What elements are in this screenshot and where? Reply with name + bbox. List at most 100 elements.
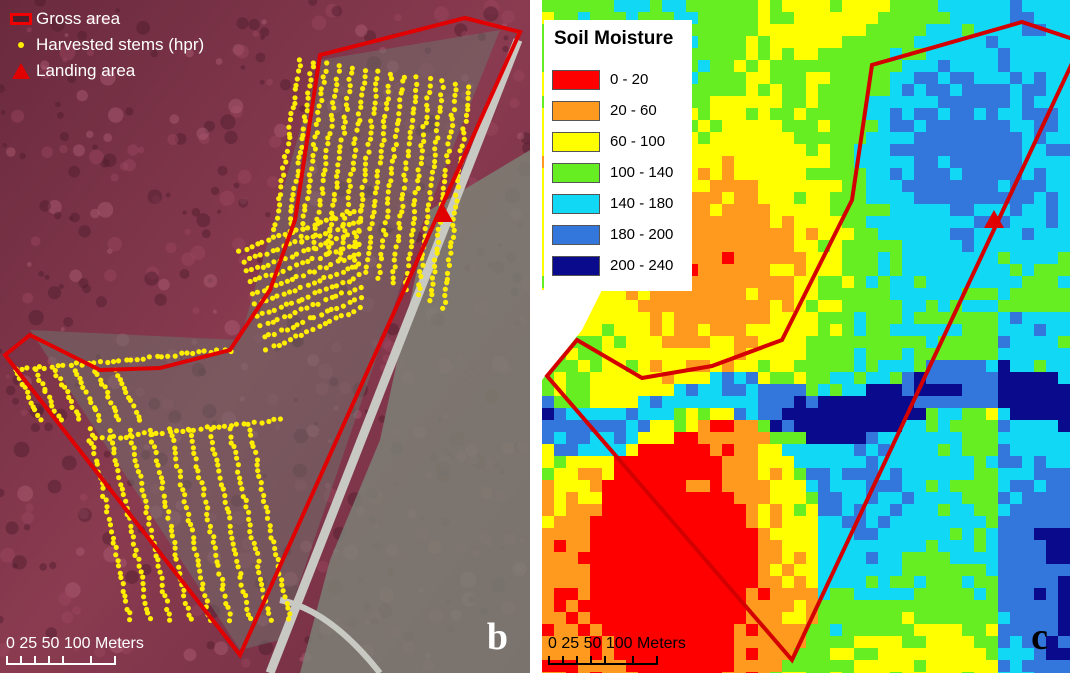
raster-cell xyxy=(590,552,603,565)
harvested-stem-point xyxy=(116,417,122,423)
raster-cell xyxy=(818,72,831,85)
canopy-texture-dot xyxy=(201,229,211,239)
raster-cell xyxy=(746,372,759,385)
harvested-stem-point xyxy=(323,265,329,271)
raster-cell xyxy=(998,456,1011,469)
raster-cell xyxy=(914,516,927,529)
raster-cell xyxy=(938,228,951,241)
harvested-stem-point xyxy=(297,284,303,290)
raster-cell xyxy=(770,660,783,673)
harvested-stem-point xyxy=(35,372,41,378)
raster-cell xyxy=(854,408,867,421)
harvested-stem-point xyxy=(406,256,412,262)
raster-cell xyxy=(542,384,555,397)
raster-cell xyxy=(866,636,879,649)
harvested-stem-point xyxy=(402,177,408,183)
harvested-stem-point xyxy=(287,611,293,617)
raster-cell xyxy=(806,660,819,673)
raster-cell xyxy=(938,252,951,265)
raster-cell xyxy=(554,612,567,625)
canopy-texture-dot xyxy=(182,210,187,215)
raster-cell xyxy=(1058,48,1070,61)
raster-cell xyxy=(830,72,843,85)
raster-cell xyxy=(830,420,843,433)
raster-cell xyxy=(854,240,867,253)
raster-cell xyxy=(830,444,843,457)
harvested-stem-point xyxy=(393,244,399,250)
raster-cell xyxy=(590,588,603,601)
raster-cell xyxy=(1046,336,1059,349)
raster-cell xyxy=(698,132,711,145)
canopy-texture-dot xyxy=(27,262,32,267)
raster-cell xyxy=(842,408,855,421)
raster-cell xyxy=(938,216,951,229)
raster-cell xyxy=(770,468,783,481)
raster-cell xyxy=(962,516,975,529)
raster-cell xyxy=(626,612,639,625)
raster-cell xyxy=(998,432,1011,445)
canopy-texture-dot xyxy=(204,129,209,134)
raster-cell xyxy=(986,636,999,649)
raster-cell xyxy=(542,432,555,445)
raster-cell xyxy=(578,384,591,397)
raster-cell xyxy=(818,540,831,553)
raster-cell xyxy=(902,612,915,625)
raster-cell xyxy=(770,156,783,169)
harvested-stem-point xyxy=(287,134,293,141)
raster-cell xyxy=(1058,348,1070,361)
raster-cell xyxy=(686,312,699,325)
raster-cell xyxy=(698,348,711,361)
raster-cell xyxy=(950,420,963,433)
raster-cell xyxy=(950,372,963,385)
raster-cell xyxy=(782,168,795,181)
raster-cell xyxy=(902,312,915,325)
harvested-stem-point xyxy=(287,116,294,123)
raster-cell xyxy=(950,168,963,181)
raster-cell xyxy=(734,36,747,49)
raster-cell xyxy=(722,132,735,145)
canopy-texture-dot xyxy=(28,309,44,326)
raster-cell xyxy=(806,180,819,193)
harvested-stem-point xyxy=(210,446,216,452)
raster-cell xyxy=(1046,552,1059,565)
harvested-stem-point xyxy=(204,517,210,523)
raster-cell xyxy=(578,600,591,613)
harvested-stem-point xyxy=(281,172,287,178)
harvested-stem-point xyxy=(357,304,363,311)
raster-cell xyxy=(1034,396,1047,409)
harvested-stem-point xyxy=(256,473,262,479)
harvested-stem-point xyxy=(241,421,247,427)
raster-cell xyxy=(782,36,795,49)
raster-cell xyxy=(698,504,711,517)
harvested-stem-point xyxy=(204,424,210,430)
raster-cell xyxy=(614,504,627,517)
harvested-stem-point xyxy=(327,131,333,137)
raster-cell xyxy=(566,492,579,505)
raster-cell xyxy=(578,516,591,529)
raster-cell xyxy=(914,192,927,205)
raster-cell xyxy=(950,636,963,649)
raster-cell xyxy=(542,612,555,625)
harvested-stem-point xyxy=(346,201,352,208)
raster-cell xyxy=(590,384,603,397)
raster-cell xyxy=(746,528,759,541)
harvested-stem-point xyxy=(148,439,154,445)
raster-cell xyxy=(854,0,867,13)
raster-cell xyxy=(854,360,867,373)
raster-cell xyxy=(638,396,651,409)
raster-cell xyxy=(818,420,831,433)
raster-cell xyxy=(554,624,567,637)
raster-cell xyxy=(878,300,891,313)
raster-cell xyxy=(830,324,843,337)
harvested-stem-point xyxy=(172,450,178,456)
harvested-stem-point xyxy=(340,303,346,309)
raster-cell xyxy=(698,300,711,313)
raster-cell xyxy=(698,408,711,421)
raster-cell xyxy=(974,216,987,229)
harvested-stem-point xyxy=(295,173,301,179)
legend-item-label: 200 - 240 xyxy=(610,257,674,274)
harvested-stem-point xyxy=(40,381,46,387)
canopy-texture-dot xyxy=(165,192,171,198)
canopy-texture-dot xyxy=(100,15,110,25)
raster-cell xyxy=(902,72,915,85)
